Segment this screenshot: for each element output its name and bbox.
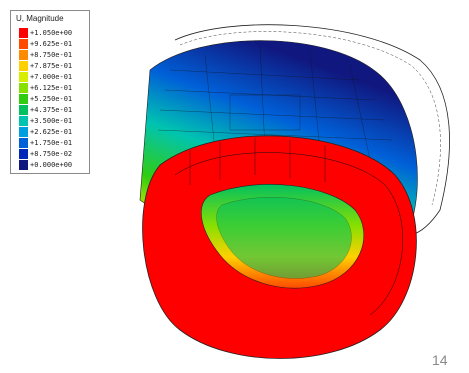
page-number: 14 [432,352,448,368]
legend-label: +4.375e-01 [30,106,73,114]
legend-swatch [19,160,28,170]
legend-label: +8.750e-02 [30,150,73,158]
mesh-lines [157,44,393,161]
legend-swatch [19,127,28,137]
legend-label: +5.250e-01 [30,95,73,103]
legend-swatch [19,61,28,71]
legend-swatch [19,138,28,148]
legend-label: +8.750e-01 [30,51,73,59]
legend-label: +1.750e-01 [30,139,73,147]
legend-label: +7.000e-01 [30,73,73,81]
legend-swatch [19,50,28,60]
legend-label: +3.500e-01 [30,117,73,125]
legend-label: +0.000e+00 [30,161,73,169]
legend-swatch [19,39,28,49]
inner-lip [216,197,352,279]
legend-label: +6.125e-01 [30,84,73,92]
front-ring-grid [189,138,326,185]
legend-label: +2.625e-01 [30,128,73,136]
legend-label: +7.875e-01 [30,62,73,70]
back-wireframe-outline-2 [179,31,441,206]
legend-label: +9.625e-01 [30,40,73,48]
legend-title: U, Magnitude [16,14,64,23]
back-wireframe-outline [174,24,450,237]
legend-swatch [19,94,28,104]
legend-swatch [19,149,28,159]
legend-swatch [19,28,28,38]
legend: U, Magnitude +1.050e+00 +9.625e-01 +8.750e… [10,10,90,174]
legend-label: +1.050e+00 [30,29,73,37]
legend-swatch [19,105,28,115]
front-ring-edge [174,152,403,316]
legend-swatch [19,116,28,126]
legend-swatch [19,72,28,82]
legend-swatch [19,83,28,93]
